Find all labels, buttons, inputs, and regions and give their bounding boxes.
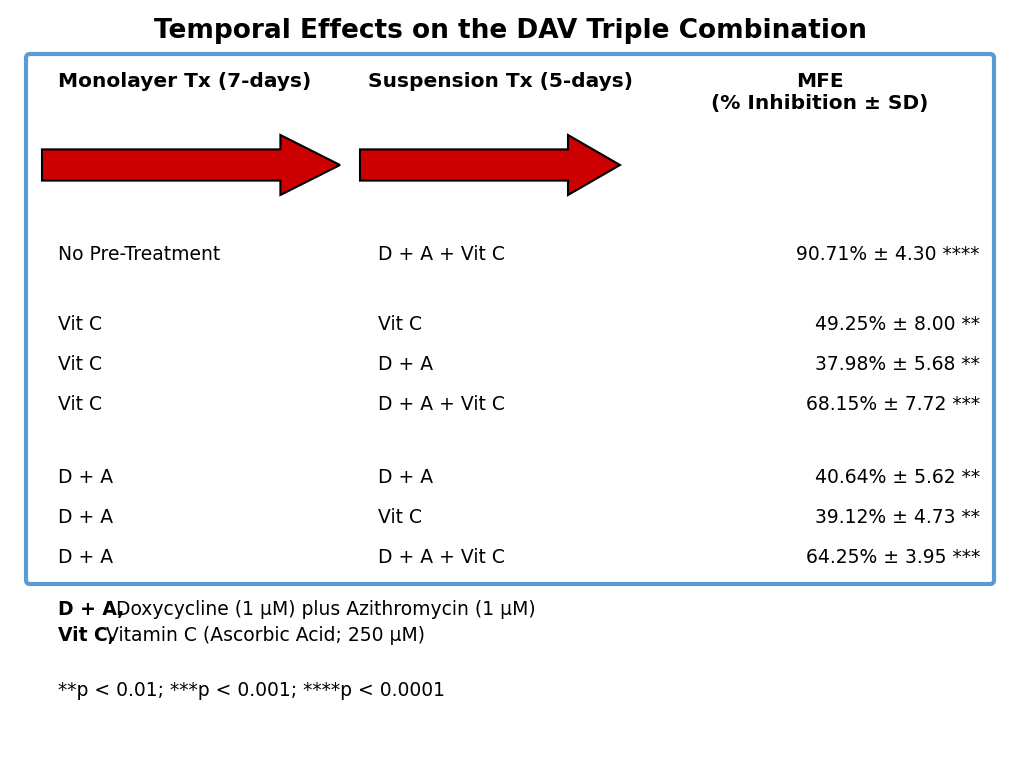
Text: 49.25% ± 8.00 **: 49.25% ± 8.00 ** xyxy=(814,315,979,334)
Text: Vit C: Vit C xyxy=(58,315,102,334)
Polygon shape xyxy=(42,135,339,195)
Text: D + A + Vit C: D + A + Vit C xyxy=(378,395,504,414)
Text: 40.64% ± 5.62 **: 40.64% ± 5.62 ** xyxy=(814,468,979,487)
Text: 90.71% ± 4.30 ****: 90.71% ± 4.30 **** xyxy=(796,245,979,264)
FancyBboxPatch shape xyxy=(25,54,994,584)
Text: Vit C,: Vit C, xyxy=(58,626,115,645)
Text: 37.98% ± 5.68 **: 37.98% ± 5.68 ** xyxy=(814,355,979,374)
Text: Vit C: Vit C xyxy=(378,315,422,334)
Text: (% Inhibition ± SD): (% Inhibition ± SD) xyxy=(710,94,927,113)
Text: Monolayer Tx (7-days): Monolayer Tx (7-days) xyxy=(58,72,311,91)
Text: D + A: D + A xyxy=(378,355,433,374)
Text: D + A + Vit C: D + A + Vit C xyxy=(378,245,504,264)
Text: Vitamin C (Ascorbic Acid; 250 μM): Vitamin C (Ascorbic Acid; 250 μM) xyxy=(100,626,425,645)
Text: Vit C: Vit C xyxy=(58,355,102,374)
Text: MFE: MFE xyxy=(796,72,843,91)
Text: D + A: D + A xyxy=(378,468,433,487)
Text: Doxycycline (1 μM) plus Azithromycin (1 μM): Doxycycline (1 μM) plus Azithromycin (1 … xyxy=(110,600,535,619)
Text: 64.25% ± 3.95 ***: 64.25% ± 3.95 *** xyxy=(805,548,979,567)
Polygon shape xyxy=(360,135,620,195)
Text: D + A: D + A xyxy=(58,548,113,567)
Text: No Pre-Treatment: No Pre-Treatment xyxy=(58,245,220,264)
Text: 68.15% ± 7.72 ***: 68.15% ± 7.72 *** xyxy=(805,395,979,414)
Text: D + A: D + A xyxy=(58,468,113,487)
Text: **p < 0.01; ***p < 0.001; ****p < 0.0001: **p < 0.01; ***p < 0.001; ****p < 0.0001 xyxy=(58,681,444,700)
Text: D + A,: D + A, xyxy=(58,600,124,619)
Text: Suspension Tx (5-days): Suspension Tx (5-days) xyxy=(368,72,633,91)
Text: Temporal Effects on the DAV Triple Combination: Temporal Effects on the DAV Triple Combi… xyxy=(154,18,865,44)
Text: Vit C: Vit C xyxy=(378,508,422,527)
Text: D + A + Vit C: D + A + Vit C xyxy=(378,548,504,567)
Text: Vit C: Vit C xyxy=(58,395,102,414)
Text: 39.12% ± 4.73 **: 39.12% ± 4.73 ** xyxy=(814,508,979,527)
Text: D + A: D + A xyxy=(58,508,113,527)
